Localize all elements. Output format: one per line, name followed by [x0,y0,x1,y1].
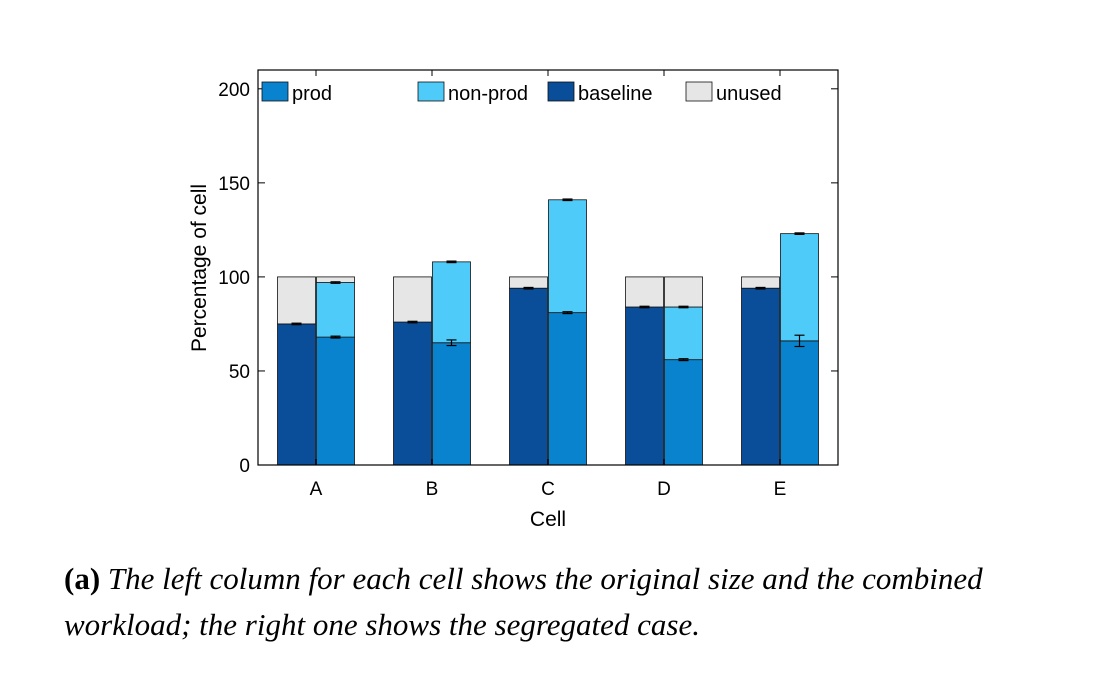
bar-prod-B [432,342,471,466]
bar-prod-E [780,340,819,466]
legend-swatch-unused [685,81,713,102]
bar-baseline-B [393,321,432,466]
x-axis: A B C D E [310,70,787,500]
bar-unused-right-D [664,276,703,308]
x-tick-label-B: B [426,479,439,500]
errorbar-nonprod-C [562,198,573,202]
plot-area: 0 50 100 150 200 A B C D E prod non-prod baseline u… [218,69,839,500]
legend: prod non-prod baseline unused [261,81,782,105]
errorbar-nonprod-A [330,281,341,284]
bar-unused-left-C [509,276,548,289]
bar-prod-C [548,312,587,466]
bar-prod-D [664,359,703,466]
errorbar-nonprod-E [794,232,805,235]
bar-baseline-A [277,323,316,466]
bar-unused-left-A [277,276,316,325]
bar-nonprod-D [664,306,703,361]
figure-caption: (a) The left column for each cell shows … [64,556,1064,648]
errorbar-baseline-D [639,305,650,309]
y-axis: 0 50 100 150 200 [218,80,838,477]
bar-unused-left-E [741,276,780,289]
errorbar-prod-D [678,358,689,362]
errorbar-prod-B [446,339,457,347]
errorbar-prod-E [794,334,805,348]
bar-nonprod-B [432,261,471,344]
y-tick-label-0: 0 [239,456,250,477]
errorbar-nonprod-B [446,260,457,264]
y-tick-label-150: 150 [218,174,250,195]
stacked-bar-chart: 0 50 100 150 200 A B C D E prod non-prod baseline u… [188,69,839,531]
bar-baseline-E [741,287,780,466]
bars-layer [277,198,819,466]
errorbar-prod-A [330,335,341,339]
bar-prod-A [316,336,355,466]
legend-label-prod: prod [292,83,332,105]
errorbar-baseline-B [407,320,418,324]
bar-unused-left-D [625,276,664,308]
errorbar-prod-C [562,311,573,315]
x-axis-label: Cell [530,508,566,531]
caption-label: (a) [64,561,101,596]
bar-nonprod-C [548,199,587,314]
x-tick-label-A: A [310,479,323,500]
errorbar-nonprod-D [678,305,689,309]
y-tick-label-50: 50 [229,362,250,383]
y-tick-label-100: 100 [218,268,250,289]
legend-label-baseline: baseline [578,83,653,105]
bar-nonprod-A [316,282,355,338]
errorbar-baseline-C [523,286,534,290]
bar-nonprod-E [780,233,819,342]
x-tick-label-E: E [774,479,787,500]
bar-baseline-D [625,306,664,466]
legend-label-non-prod: non-prod [448,83,528,105]
y-tick-label-200: 200 [218,80,250,101]
legend-swatch-prod [261,81,289,102]
x-tick-label-D: D [657,479,671,500]
errorbar-baseline-A [291,322,302,326]
legend-label-unused: unused [716,83,782,105]
bar-unused-left-B [393,276,432,323]
y-axis-label: Percentage of cell [188,184,211,352]
errorbar-baseline-E [755,286,766,290]
x-tick-label-C: C [541,479,555,500]
legend-swatch-baseline [547,81,575,102]
bar-baseline-C [509,287,548,466]
legend-swatch-non-prod [417,81,445,102]
caption-text: The left column for each cell shows the … [64,561,983,642]
